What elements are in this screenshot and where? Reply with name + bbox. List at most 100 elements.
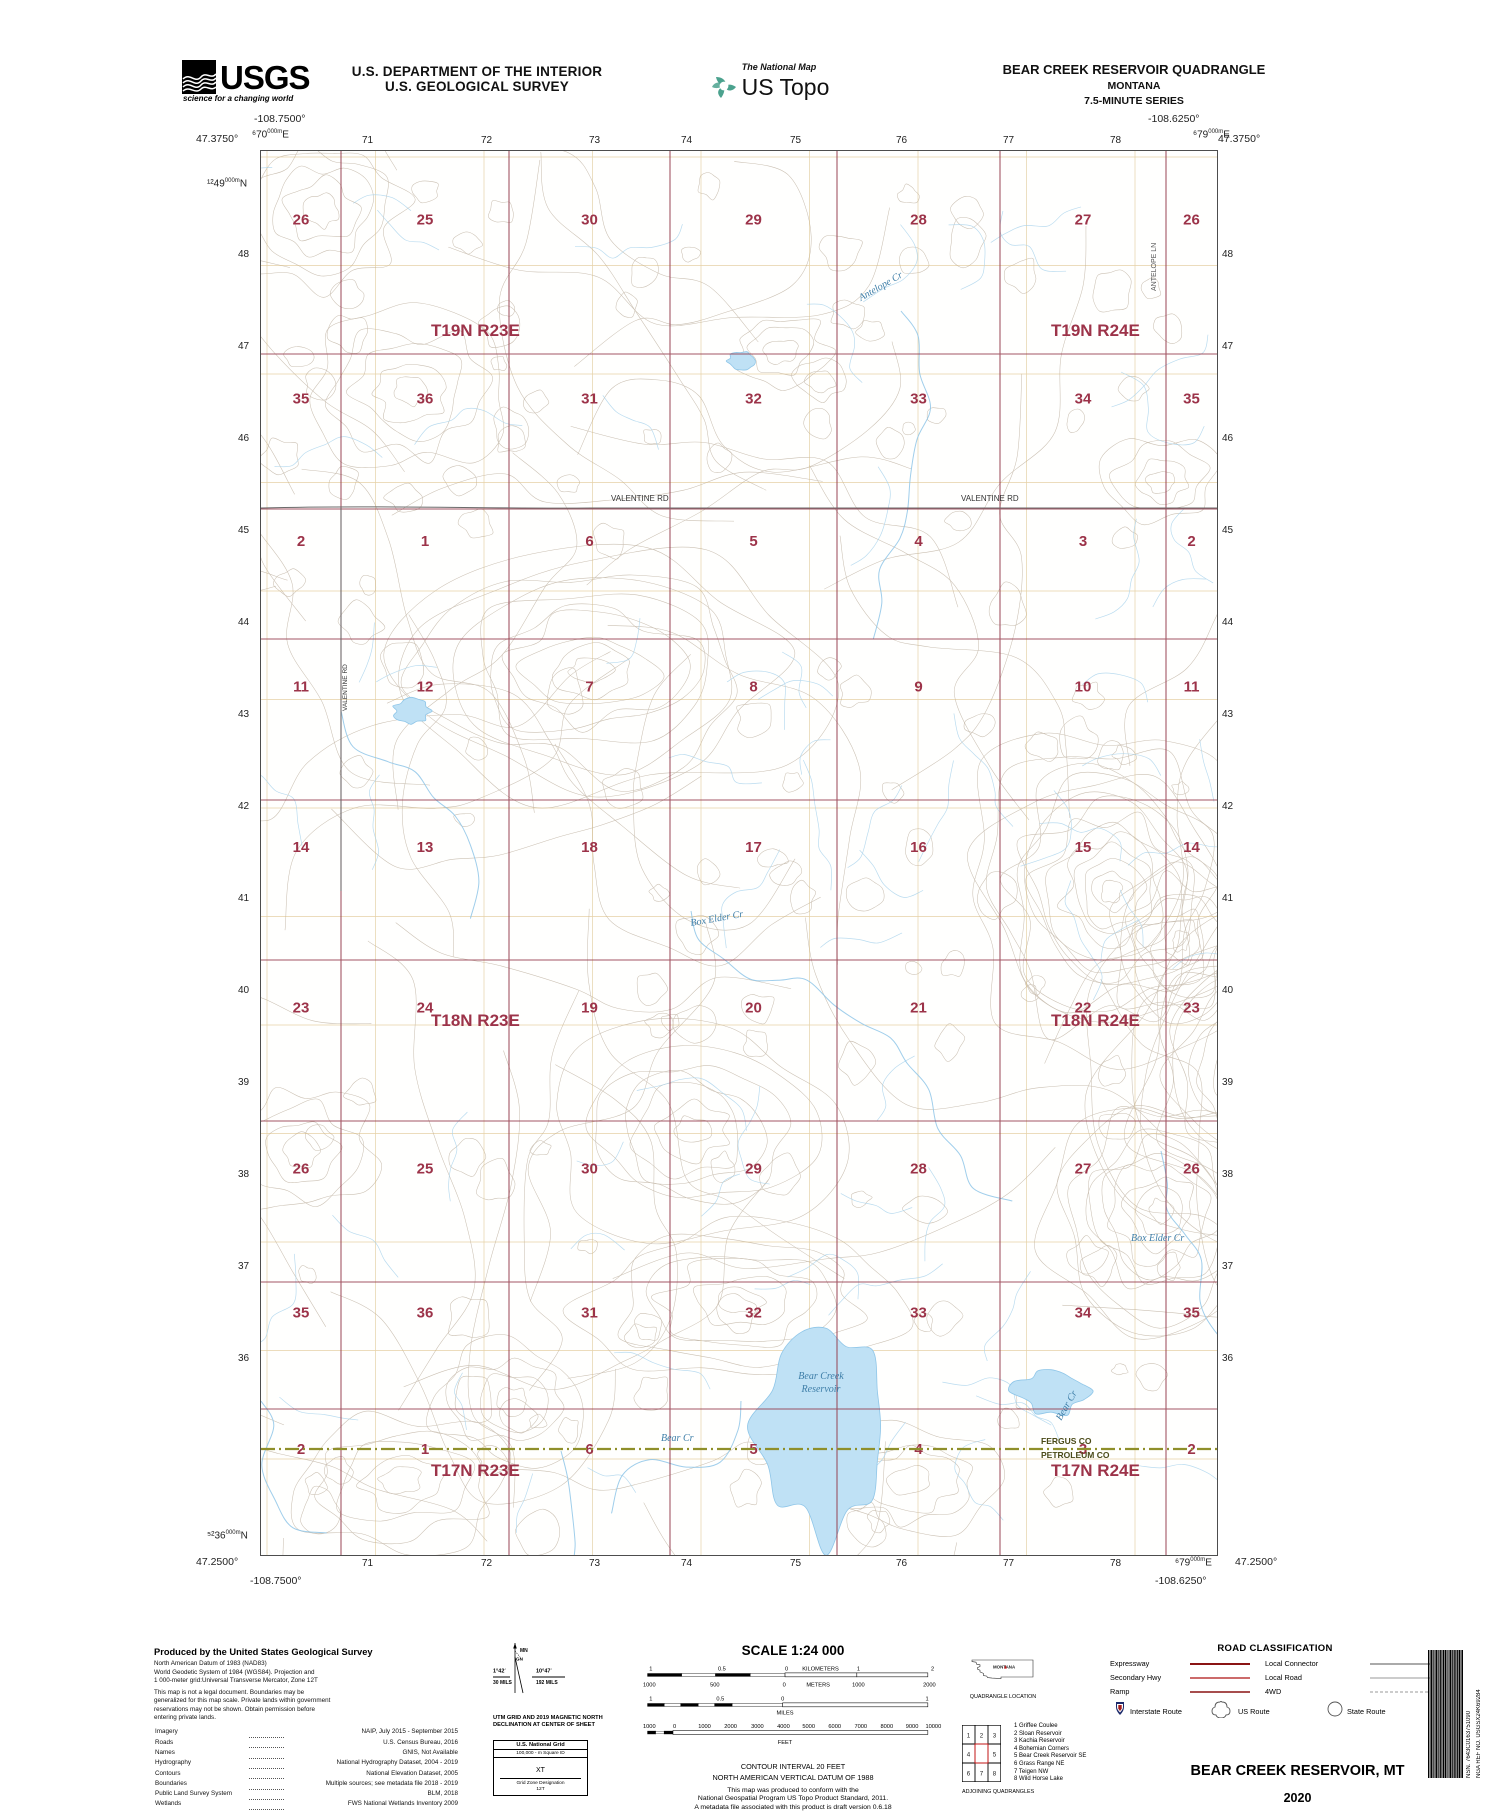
svg-text:36: 36	[417, 1305, 434, 1322]
svg-text:8000: 8000	[880, 1724, 893, 1730]
svg-text:33: 33	[910, 391, 927, 408]
svg-text:2: 2	[931, 1667, 934, 1673]
svg-text:2: 2	[1187, 533, 1195, 550]
svg-text:13: 13	[417, 839, 434, 856]
svg-text:FEET: FEET	[778, 1740, 793, 1746]
svg-text:Ramp: Ramp	[1110, 1687, 1129, 1696]
svg-text:5: 5	[993, 1752, 997, 1759]
svg-text:16: 16	[910, 839, 927, 856]
svg-text:4: 4	[967, 1752, 971, 1759]
svg-text:FERGUS CO: FERGUS CO	[1041, 1436, 1092, 1446]
svg-text:26: 26	[293, 212, 310, 229]
svg-text:1: 1	[967, 1733, 971, 1740]
svg-text:28: 28	[910, 212, 927, 229]
svg-text:MN: MN	[520, 1648, 528, 1654]
svg-text:5000: 5000	[802, 1724, 815, 1730]
svg-text:1000: 1000	[643, 1682, 656, 1688]
svg-text:science for a changing world: science for a changing world	[183, 94, 294, 103]
svg-text:8: 8	[749, 679, 757, 696]
svg-text:VALENTINE RD: VALENTINE RD	[961, 494, 1019, 503]
svg-text:35: 35	[1183, 391, 1200, 408]
svg-text:3: 3	[1079, 533, 1087, 550]
svg-text:1: 1	[421, 533, 429, 550]
svg-text:6: 6	[967, 1771, 971, 1778]
svg-text:T18N R24E: T18N R24E	[1051, 1011, 1140, 1030]
svg-text:10000: 10000	[925, 1724, 941, 1730]
svg-text:25: 25	[417, 1161, 434, 1178]
svg-text:34: 34	[1075, 391, 1092, 408]
svg-text:12: 12	[417, 679, 434, 696]
svg-text:T19N R23E: T19N R23E	[431, 321, 520, 340]
svg-text:Local Connector: Local Connector	[1265, 1659, 1319, 1668]
svg-text:KILOMETERS: KILOMETERS	[802, 1667, 839, 1673]
svg-text:9: 9	[914, 679, 922, 696]
svg-text:27: 27	[1075, 1161, 1092, 1178]
svg-text:GN: GN	[516, 1657, 524, 1662]
svg-text:20: 20	[745, 1000, 762, 1017]
svg-text:29: 29	[745, 1161, 762, 1178]
svg-text:PETROLEUM CO: PETROLEUM CO	[1041, 1450, 1110, 1460]
svg-text:Secondary Hwy: Secondary Hwy	[1110, 1673, 1161, 1682]
svg-text:0: 0	[783, 1682, 786, 1688]
svg-text:19: 19	[581, 1000, 598, 1017]
svg-text:5: 5	[749, 533, 757, 550]
svg-text:26: 26	[293, 1161, 310, 1178]
svg-text:ANTELOPE LN: ANTELOPE LN	[1151, 243, 1158, 291]
svg-text:3000: 3000	[751, 1724, 764, 1730]
svg-text:0: 0	[673, 1724, 676, 1730]
svg-text:T17N R23E: T17N R23E	[431, 1461, 520, 1480]
svg-text:9000: 9000	[906, 1724, 919, 1730]
svg-text:33: 33	[910, 1305, 927, 1322]
svg-text:11: 11	[1184, 679, 1200, 696]
svg-text:2000: 2000	[923, 1682, 936, 1688]
svg-text:30 MILS: 30 MILS	[493, 1680, 513, 1686]
svg-text:30: 30	[581, 1161, 598, 1178]
svg-text:15: 15	[1075, 839, 1092, 856]
svg-text:2: 2	[297, 533, 305, 550]
svg-text:0: 0	[785, 1667, 788, 1673]
svg-text:T19N R24E: T19N R24E	[1051, 321, 1140, 340]
svg-text:29: 29	[745, 212, 762, 229]
svg-text:8: 8	[993, 1771, 997, 1778]
svg-text:1: 1	[857, 1667, 860, 1673]
svg-text:31: 31	[581, 1305, 598, 1322]
svg-text:Box Elder Cr: Box Elder Cr	[1131, 1233, 1184, 1244]
svg-text:T18N R23E: T18N R23E	[431, 1011, 520, 1030]
svg-text:MILES: MILES	[777, 1711, 794, 1717]
svg-text:US Route: US Route	[1238, 1707, 1270, 1716]
svg-text:4: 4	[914, 533, 923, 550]
svg-text:36: 36	[417, 391, 434, 408]
svg-text:2: 2	[980, 1733, 984, 1740]
svg-text:Reservoir: Reservoir	[801, 1384, 841, 1395]
svg-text:1000: 1000	[852, 1682, 865, 1688]
svg-text:4000: 4000	[777, 1724, 790, 1730]
svg-text:35: 35	[293, 391, 310, 408]
svg-text:1: 1	[649, 1667, 652, 1673]
svg-text:34: 34	[1075, 1305, 1092, 1322]
svg-text:Expressway: Expressway	[1110, 1659, 1150, 1668]
svg-text:1°42´: 1°42´	[493, 1669, 506, 1675]
svg-text:26: 26	[1183, 212, 1200, 229]
svg-text:21: 21	[910, 1000, 927, 1017]
svg-text:32: 32	[745, 1305, 762, 1322]
svg-text:25: 25	[417, 212, 434, 229]
svg-text:1: 1	[649, 1697, 652, 1703]
svg-text:2000: 2000	[724, 1724, 737, 1730]
svg-text:Bear Cr: Bear Cr	[661, 1433, 694, 1444]
svg-text:T17N R24E: T17N R24E	[1051, 1461, 1140, 1480]
svg-text:METERS: METERS	[806, 1682, 830, 1688]
svg-text:3: 3	[993, 1733, 997, 1740]
svg-text:MONTANA: MONTANA	[993, 1665, 1016, 1670]
svg-text:23: 23	[1183, 1000, 1200, 1017]
svg-text:11: 11	[293, 679, 309, 696]
svg-text:0.5: 0.5	[718, 1667, 726, 1673]
svg-text:27: 27	[1075, 212, 1092, 229]
svg-text:7: 7	[585, 679, 593, 696]
svg-text:VALENTINE RD: VALENTINE RD	[611, 494, 669, 503]
svg-text:500: 500	[710, 1682, 719, 1688]
svg-text:7000: 7000	[854, 1724, 867, 1730]
svg-text:192 MILS: 192 MILS	[536, 1680, 558, 1686]
svg-text:Local Road: Local Road	[1265, 1673, 1302, 1682]
svg-text:14: 14	[293, 839, 310, 856]
svg-text:26: 26	[1183, 1161, 1200, 1178]
